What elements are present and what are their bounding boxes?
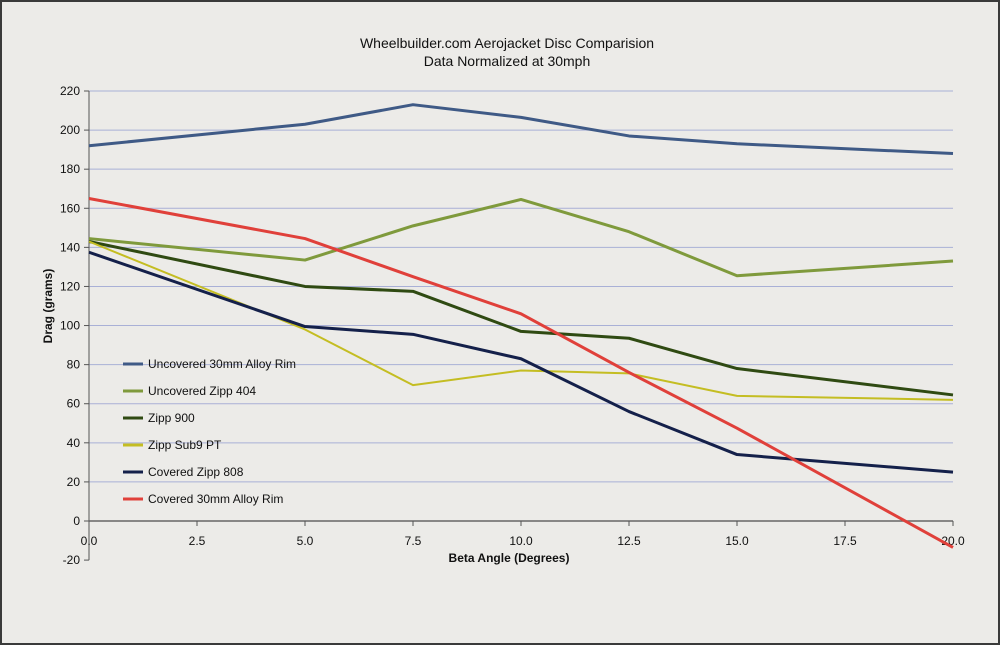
x-tick-label: 2.5 [189,534,206,548]
y-tick-label: 20 [67,475,81,489]
y-tick-label: 160 [60,201,80,215]
legend-label: Zipp Sub9 PT [148,438,222,452]
y-tick-label: 0 [73,514,80,528]
x-tick-label: 0.0 [81,534,98,548]
x-tick-label: 10.0 [509,534,533,548]
series-line-4 [88,240,954,401]
y-tick-label: 40 [67,436,81,450]
legend-label: Zipp 900 [148,411,195,425]
legend-label: Uncovered Zipp 404 [148,384,256,398]
chart-title: Wheelbuilder.com Aerojacket Disc Compari… [360,35,654,51]
series-line-1 [88,103,954,156]
x-tick-label: 7.5 [405,534,422,548]
y-tick-label: 220 [60,84,80,98]
y-tick-label: 120 [60,279,80,293]
x-tick-label: 17.5 [833,534,857,548]
y-tick-label: 100 [60,319,80,333]
series-line-5 [88,250,954,474]
x-axis-label: Beta Angle (Degrees) [449,551,570,565]
y-tick-label: 60 [67,397,81,411]
series-line-2 [88,197,954,278]
x-tick-label: 12.5 [617,534,641,548]
series-line-6 [88,197,954,549]
x-tick-label: 5.0 [297,534,314,548]
y-tick-label: 180 [60,162,80,176]
y-tick-label: 140 [60,240,80,254]
y-tick-label: 80 [67,358,81,372]
y-tick-label: 200 [60,123,80,137]
legend-label: Covered 30mm Alloy Rim [148,492,283,506]
chart-subtitle: Data Normalized at 30mph [424,53,591,69]
y-tick-label: -20 [63,553,81,567]
y-axis-label: Drag (grams) [41,269,55,344]
series-line-3 [88,240,954,397]
legend-label: Covered Zipp 808 [148,465,244,479]
x-tick-label: 15.0 [725,534,749,548]
legend-label: Uncovered 30mm Alloy Rim [148,357,296,371]
